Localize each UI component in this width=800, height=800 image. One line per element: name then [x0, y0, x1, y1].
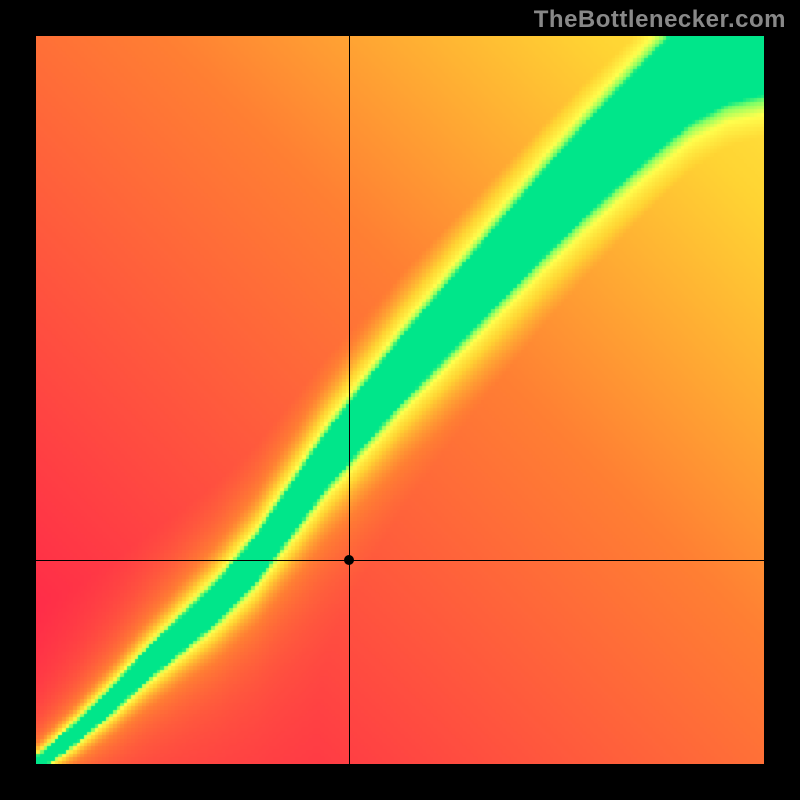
- crosshair-dot: [344, 555, 354, 565]
- crosshair-horizontal: [36, 560, 764, 561]
- crosshair-vertical: [349, 36, 350, 764]
- heatmap-canvas: [36, 36, 764, 764]
- watermark-text: TheBottlenecker.com: [534, 6, 786, 34]
- heatmap-chart: [36, 36, 764, 764]
